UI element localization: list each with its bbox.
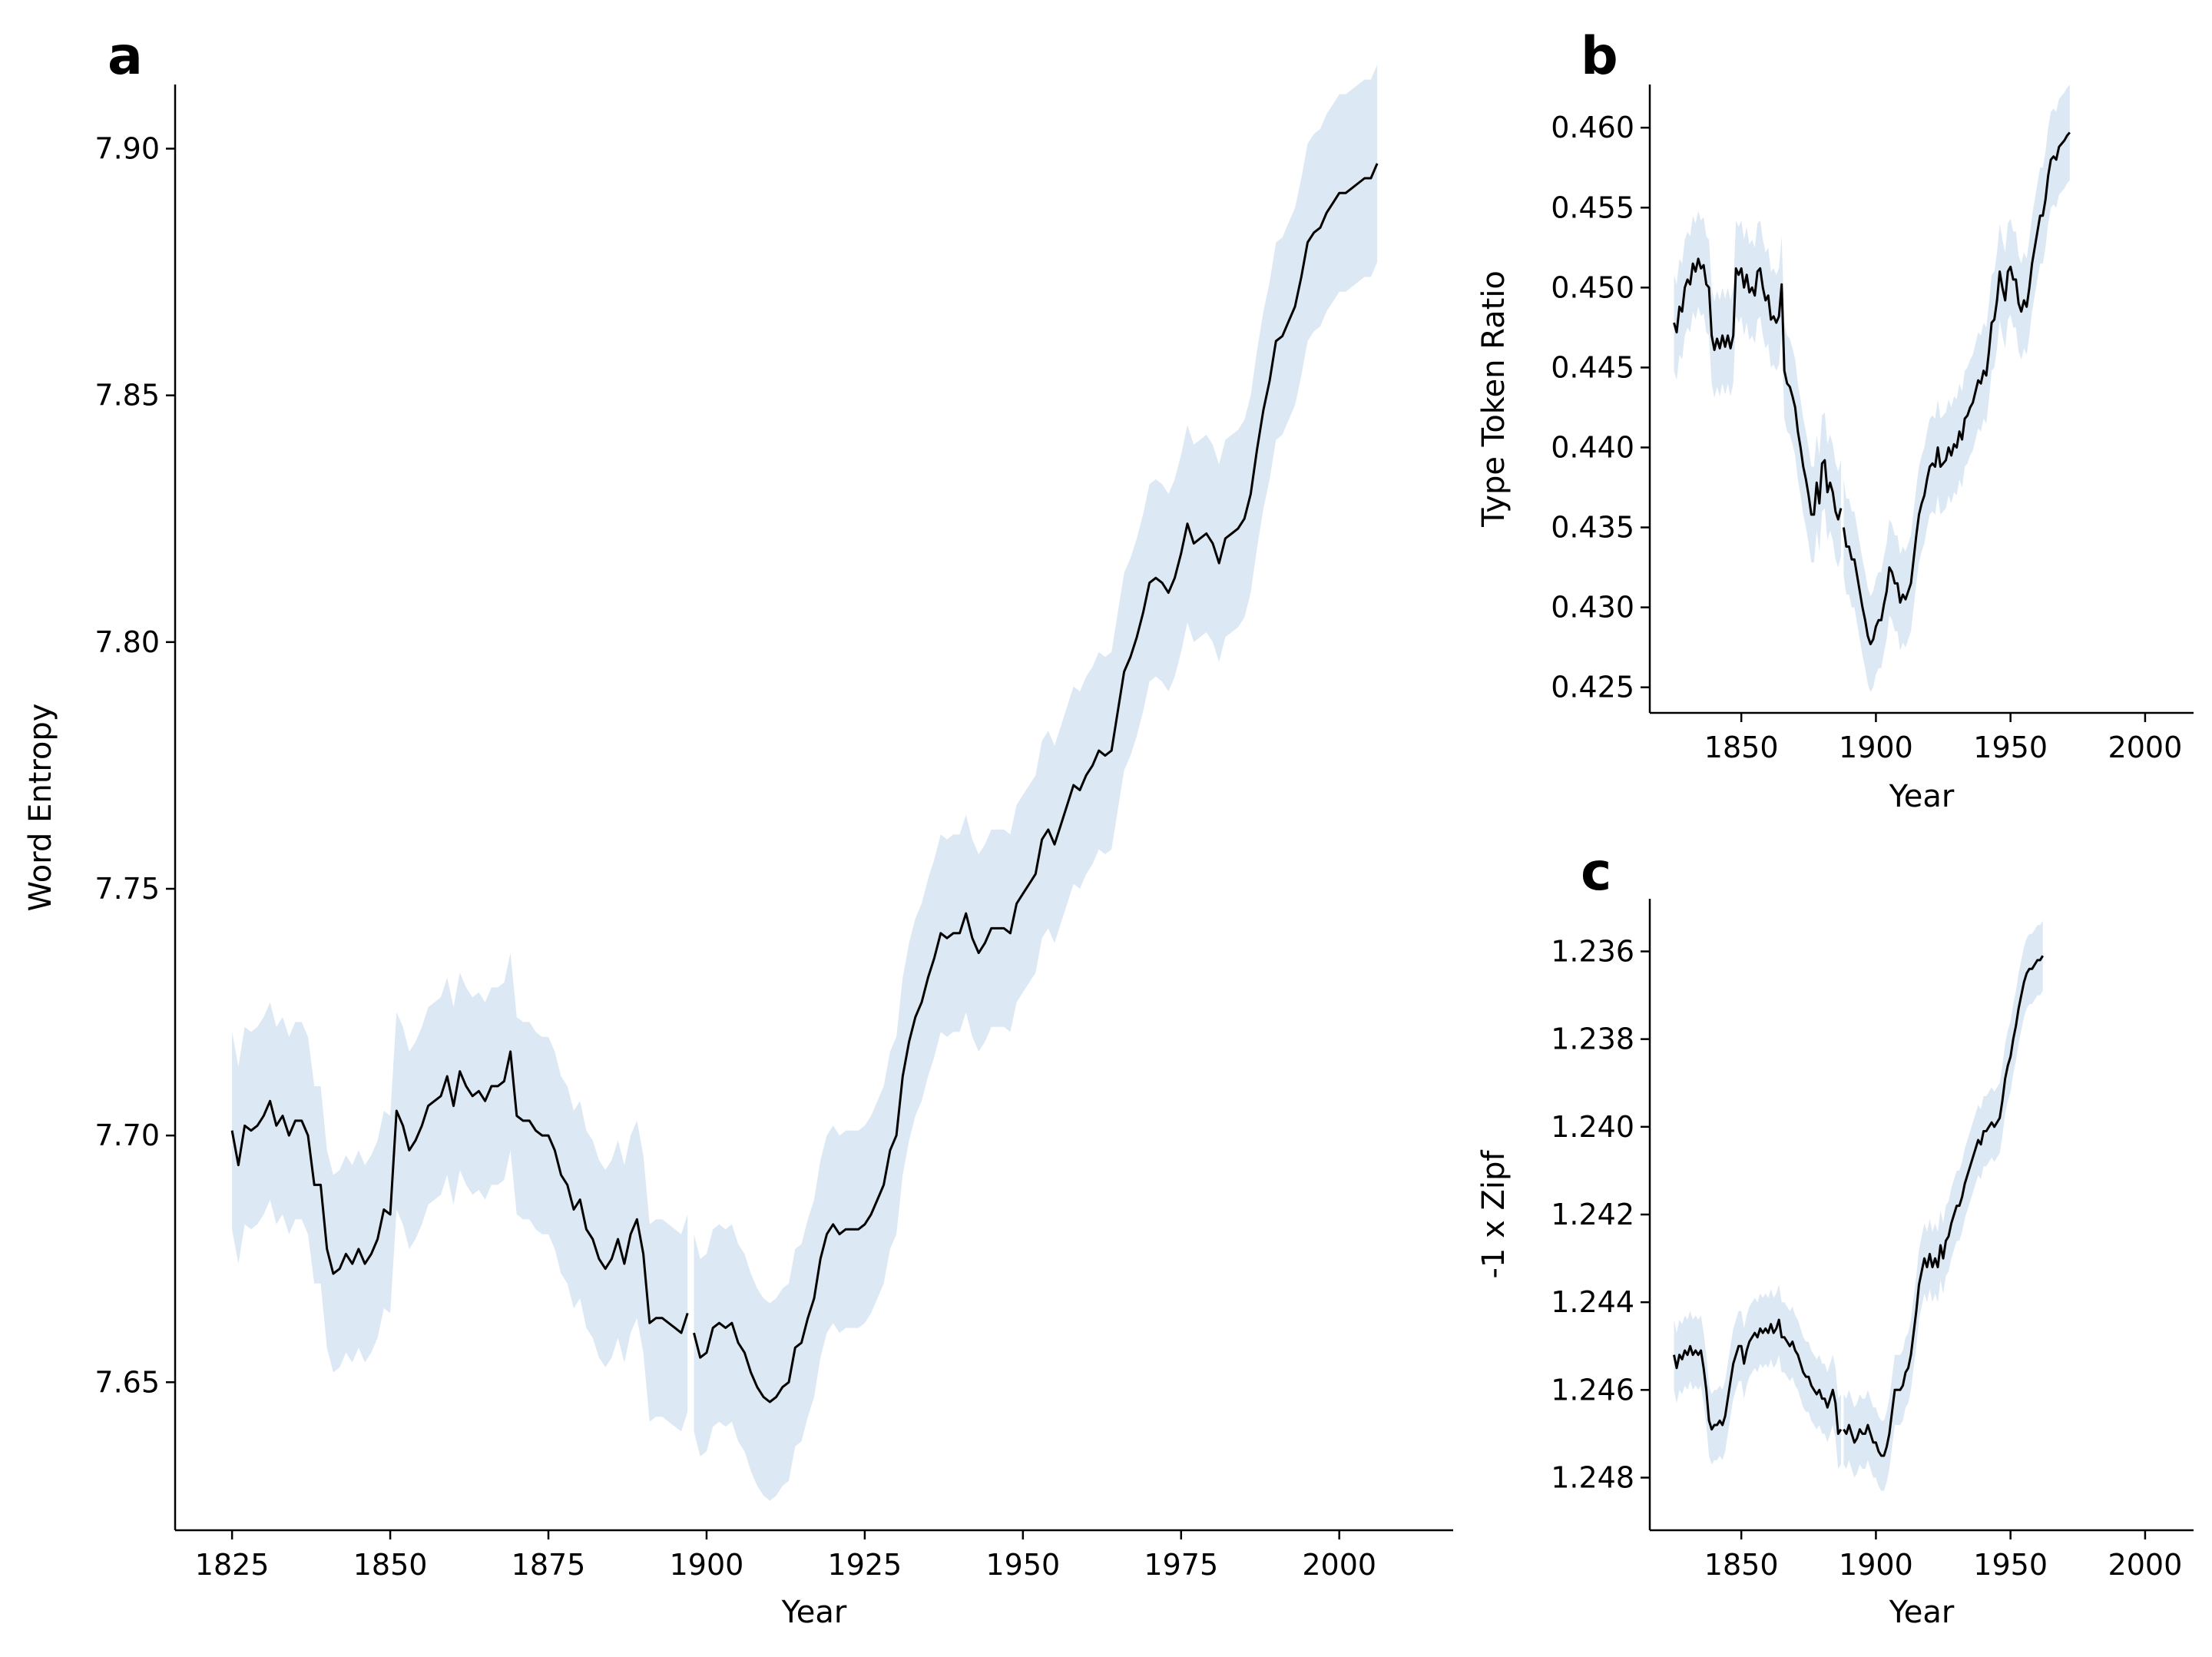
series-line-0 xyxy=(230,1050,689,1334)
confidence-band-0 xyxy=(1674,210,1841,568)
confidence-band-1 xyxy=(1843,920,2043,1491)
x-axis-label: Year xyxy=(781,1595,847,1630)
x-axis-label: Year xyxy=(1889,1595,1955,1630)
x-tick-label: 1950 xyxy=(1973,1548,2048,1582)
x-tick-label: 1950 xyxy=(1973,731,2048,764)
y-tick-label: 0.450 xyxy=(1551,270,1634,304)
confidence-band-0 xyxy=(232,953,688,1432)
x-tick-label: 2000 xyxy=(2108,1548,2183,1582)
panel-letter-c: c xyxy=(1581,842,1611,903)
panel-c-plot: 1850 1900 1950 2000 1.236 1.238 1.240 1.242 1.24… xyxy=(1476,899,2194,1630)
y-tick-label: 7.75 xyxy=(94,872,160,906)
y-tick-label: 1.248 xyxy=(1551,1461,1634,1495)
series-line-0 xyxy=(1673,257,1843,521)
y-tick-label: 7.65 xyxy=(94,1365,160,1399)
x-tick-label: 1875 xyxy=(512,1548,586,1582)
x-tick-label: 1825 xyxy=(195,1548,270,1582)
y-axis-label: -1 x Zipf xyxy=(1476,1150,1512,1279)
y-tick-label: 1.238 xyxy=(1551,1022,1634,1056)
x-tick-label: 2000 xyxy=(1302,1548,1376,1582)
confidence-band-1 xyxy=(694,65,1378,1501)
y-tick-label: 1.244 xyxy=(1551,1285,1634,1319)
x-axis-label: Year xyxy=(1889,779,1955,814)
series-line-1 xyxy=(1843,955,2044,1457)
confidence-band-0 xyxy=(1674,1284,1841,1470)
x-tick-label: 1850 xyxy=(1704,731,1779,764)
series-line-0 xyxy=(1673,1318,1843,1435)
y-axis-label: Type Token Ratio xyxy=(1476,270,1512,528)
y-tick-label: 0.435 xyxy=(1551,511,1634,545)
y-tick-label: 7.90 xyxy=(94,132,160,166)
panel-letter-a: a xyxy=(108,26,143,87)
y-tick-label: 0.445 xyxy=(1551,350,1634,384)
x-tick-label: 1925 xyxy=(828,1548,902,1582)
y-tick-label: 1.246 xyxy=(1551,1373,1634,1407)
y-tick-label: 1.236 xyxy=(1551,935,1634,969)
y-tick-label: 7.85 xyxy=(94,379,160,413)
panel-letter-b: b xyxy=(1581,26,1618,87)
x-tick-label: 1950 xyxy=(985,1548,1060,1582)
y-tick-label: 7.80 xyxy=(94,625,160,659)
panel-b-plot: 1850 1900 1950 2000 0.425 0.430 0.435 0.440 0.44… xyxy=(1476,85,2194,814)
x-tick-label: 1850 xyxy=(353,1548,428,1582)
panel-b: b 1850 1900 1950 2000 0.425 0.430 0.435 0.440 0.… xyxy=(1476,26,2194,814)
x-tick-label: 1850 xyxy=(1704,1548,1779,1582)
x-tick-label: 1900 xyxy=(1839,1548,1913,1582)
y-tick-label: 1.242 xyxy=(1551,1198,1634,1231)
y-tick-label: 0.440 xyxy=(1551,430,1634,464)
y-tick-label: 0.430 xyxy=(1551,591,1634,625)
series-line-1 xyxy=(1842,131,2071,645)
panel-a: a 1825 1850 1875 1900 1925 1950 1975 2000 7.65 7.… xyxy=(23,26,1453,1630)
y-tick-label: 0.460 xyxy=(1551,111,1634,144)
panel-a-plot: 1825 1850 1875 1900 1925 1950 1975 2000 7.65 7.70… xyxy=(23,65,1453,1630)
x-tick-label: 1900 xyxy=(1839,731,1913,764)
y-tick-label: 7.70 xyxy=(94,1118,160,1152)
x-tick-label: 2000 xyxy=(2108,731,2183,764)
y-tick-label: 0.425 xyxy=(1551,671,1634,704)
series-line-1 xyxy=(693,163,1379,1403)
confidence-band-1 xyxy=(1843,85,2070,692)
y-tick-label: 1.240 xyxy=(1551,1110,1634,1144)
y-tick-label: 0.455 xyxy=(1551,191,1634,224)
panel-c: c 1850 1900 1950 2000 1.236 1.238 1.240 1.242 1.… xyxy=(1476,842,2194,1630)
x-tick-label: 1975 xyxy=(1144,1548,1218,1582)
y-axis-label: Word Entropy xyxy=(23,704,58,912)
x-tick-label: 1900 xyxy=(670,1548,744,1582)
